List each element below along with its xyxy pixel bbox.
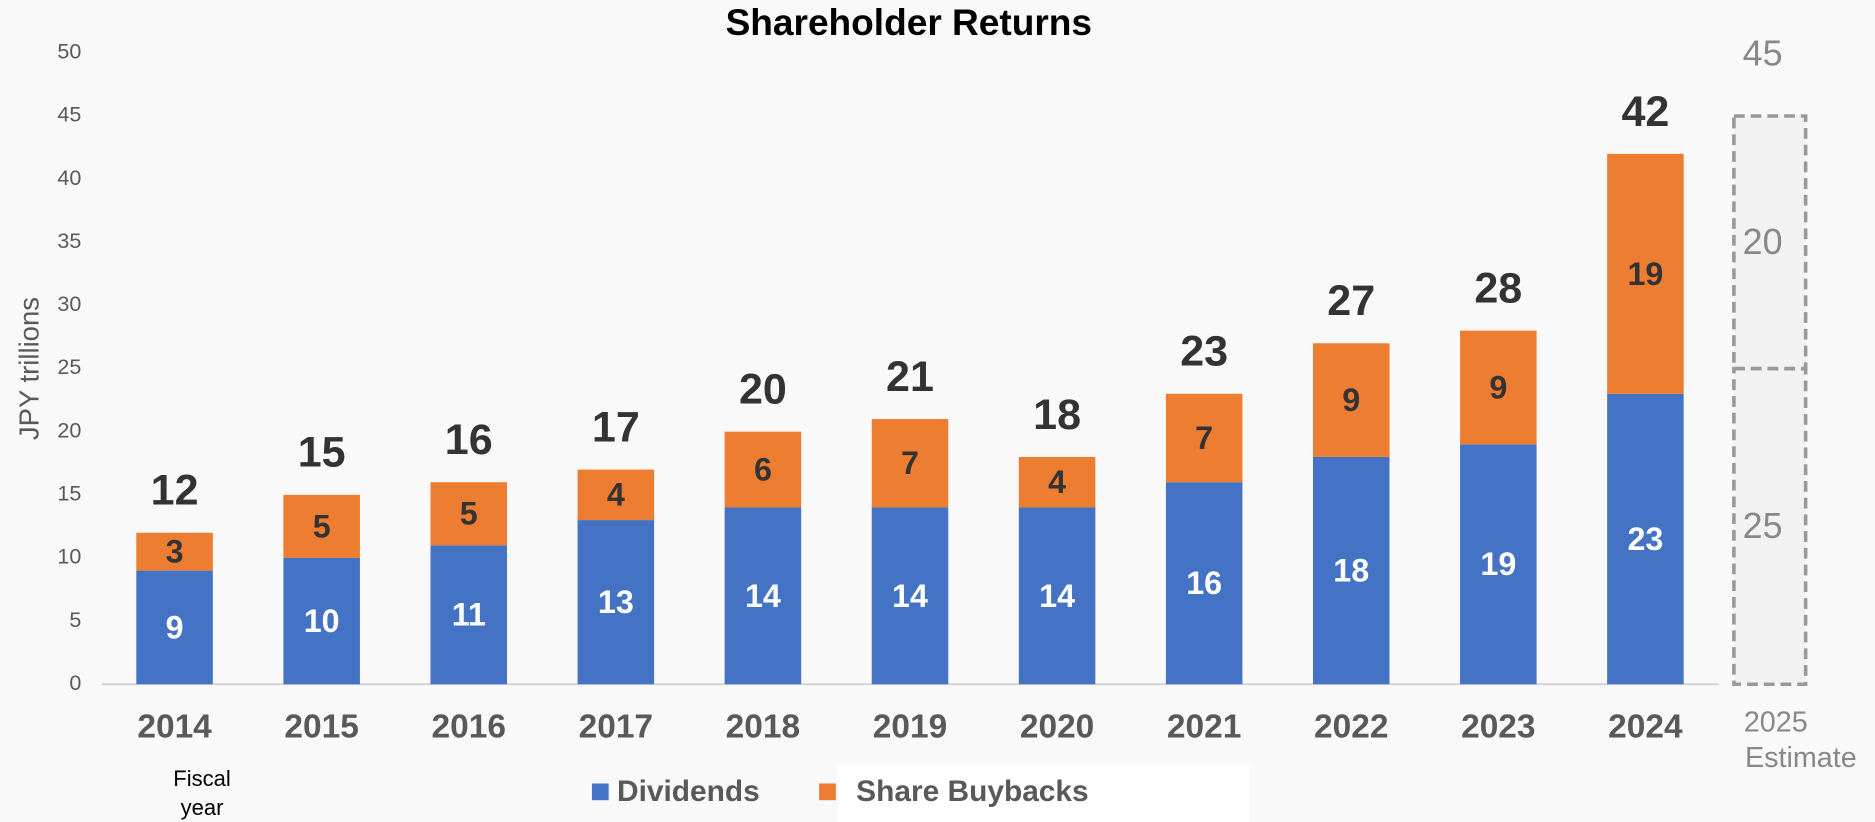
segment-label: 16 <box>1186 565 1222 601</box>
bar-segment <box>1312 343 1390 457</box>
estimate-total: 45 <box>1743 34 1783 74</box>
x-tick-label: 2017 <box>579 708 653 745</box>
bar-segment <box>1018 507 1096 685</box>
segment-label: 9 <box>166 609 184 645</box>
segment-label: 19 <box>1627 256 1663 292</box>
segment-label: 14 <box>745 578 781 614</box>
bar-segment <box>430 482 508 546</box>
bar-segment <box>724 431 802 508</box>
x-axis-label: Fiscal year <box>173 766 231 820</box>
x-tick-label: 2021 <box>1167 708 1241 745</box>
bar-segment <box>136 532 213 571</box>
y-tick-label: 10 <box>57 545 81 569</box>
total-label: 27 <box>1327 277 1375 325</box>
legend-swatch <box>591 783 609 801</box>
y-tick-label: 20 <box>57 418 81 442</box>
chart-title: Shareholder Returns <box>726 1 1092 43</box>
total-label: 16 <box>445 416 493 464</box>
x-tick-label: 2016 <box>432 708 506 745</box>
x-tick-label: 2024 <box>1608 708 1683 745</box>
total-label: 21 <box>886 353 934 401</box>
segment-label: 18 <box>1333 553 1369 589</box>
y-tick-label: 45 <box>57 103 81 127</box>
legend-swatch <box>819 783 836 801</box>
total-label: 15 <box>298 429 346 477</box>
segment-label: 13 <box>598 584 634 620</box>
segment-label: 10 <box>304 603 340 639</box>
total-label: 23 <box>1180 328 1228 376</box>
y-tick-label: 5 <box>69 608 81 632</box>
bar-segment <box>1607 393 1684 685</box>
legend-label: Dividends <box>617 775 760 808</box>
segment-label: 7 <box>901 445 919 481</box>
bar-segment <box>577 469 655 521</box>
segment-label: 7 <box>1195 420 1213 456</box>
y-tick-label: 15 <box>57 482 81 506</box>
segment-label: 19 <box>1480 546 1516 582</box>
estimate-category: 2025 <box>1744 706 1808 738</box>
y-tick-label: 40 <box>57 166 81 190</box>
x-tick-label: 2023 <box>1461 708 1535 745</box>
y-tick-label: 30 <box>57 292 81 316</box>
total-label: 17 <box>592 403 640 451</box>
total-label: 28 <box>1474 265 1522 313</box>
total-label: 12 <box>151 467 199 515</box>
segment-label: 9 <box>1489 369 1507 405</box>
bar-segment <box>283 494 360 558</box>
estimate-label: 20 <box>1743 222 1783 262</box>
bar-segment <box>577 520 655 685</box>
total-label: 18 <box>1033 391 1081 439</box>
x-tick-label: 2018 <box>726 708 800 745</box>
y-tick-label: 0 <box>69 671 81 695</box>
y-tick-label: 25 <box>57 355 81 379</box>
bar-segment <box>1165 393 1243 483</box>
bar-segment <box>283 557 360 685</box>
bar-segment <box>136 570 213 685</box>
segment-label: 11 <box>452 597 486 633</box>
segment-label: 9 <box>1342 382 1360 418</box>
segment-label: 4 <box>1048 464 1066 500</box>
segment-label: 14 <box>1039 578 1075 614</box>
bar-segment <box>724 507 802 685</box>
bar-segment <box>1312 456 1390 685</box>
segment-label: 3 <box>166 534 184 570</box>
bar-segment <box>430 545 508 685</box>
segment-label: 23 <box>1627 521 1663 557</box>
bar-segment <box>1165 482 1243 685</box>
segment-label: 4 <box>607 477 625 513</box>
x-tick-label: 2020 <box>1020 708 1094 745</box>
estimate-segment <box>1732 114 1808 371</box>
y-axis-label: JPY trillions <box>13 297 44 440</box>
bar-segment <box>1460 330 1537 445</box>
x-tick-label: 2015 <box>284 708 358 745</box>
segment-label: 14 <box>892 578 928 614</box>
x-tick-label: 2014 <box>137 708 212 745</box>
legend-label: Share Buybacks <box>856 775 1088 808</box>
bar-segment <box>1460 444 1537 685</box>
y-tick-label: 35 <box>57 229 81 253</box>
bar-segment <box>871 507 949 685</box>
estimate-note: Estimate <box>1745 742 1857 774</box>
bar-segment <box>1018 456 1096 508</box>
segment-label: 5 <box>460 496 478 532</box>
x-tick-label: 2022 <box>1314 708 1388 745</box>
bar-segment <box>1607 153 1684 394</box>
legend-backdrop <box>837 763 1250 822</box>
total-label: 42 <box>1621 88 1669 136</box>
estimate-label: 25 <box>1743 506 1783 546</box>
segment-label: 5 <box>313 508 331 544</box>
bar-segment <box>871 419 949 508</box>
total-label: 20 <box>739 366 787 414</box>
x-tick-label: 2019 <box>873 708 947 745</box>
segment-label: 6 <box>754 451 772 487</box>
y-tick-label: 50 <box>57 40 81 64</box>
